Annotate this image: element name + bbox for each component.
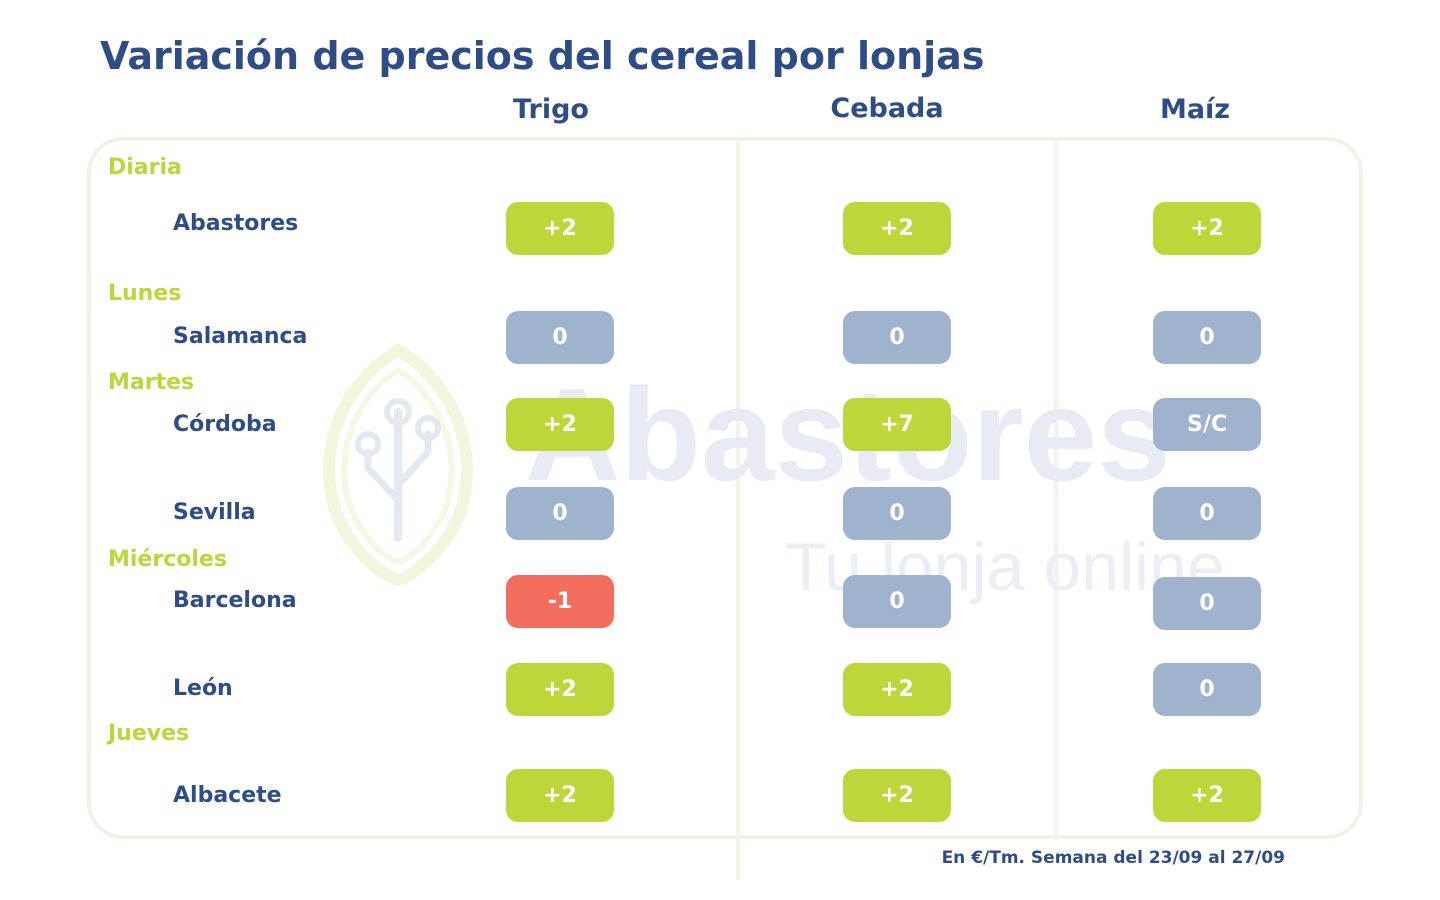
market-label-cordoba: Córdoba [173, 412, 277, 437]
price-change-badge: +2 [1153, 202, 1261, 255]
price-change-badge: 0 [1153, 577, 1261, 630]
price-change-badge: +2 [506, 398, 614, 451]
day-label-lunes: Lunes [108, 281, 182, 306]
price-change-badge: +2 [506, 663, 614, 716]
price-change-badge: +2 [1153, 769, 1261, 822]
market-label-barcelona: Barcelona [173, 588, 297, 613]
day-label-diaria: Diaria [108, 155, 182, 180]
column-divider [736, 140, 740, 880]
day-label-jueves: Jueves [108, 721, 190, 746]
price-change-badge: +2 [506, 769, 614, 822]
price-change-badge: +7 [843, 398, 951, 451]
price-change-badge: 0 [843, 311, 951, 364]
price-change-badge: 0 [1153, 487, 1261, 540]
day-label-martes: Martes [108, 370, 195, 395]
price-change-badge: 0 [1153, 311, 1261, 364]
market-label-albacete: Albacete [173, 783, 282, 808]
column-divider [1054, 140, 1058, 840]
market-label-sevilla: Sevilla [173, 500, 256, 525]
price-change-badge: 0 [843, 487, 951, 540]
table-frame [87, 137, 1363, 839]
price-change-badge: +2 [506, 202, 614, 255]
price-change-badge: 0 [506, 487, 614, 540]
price-change-badge: +2 [843, 202, 951, 255]
market-label-abastores: Abastores [173, 211, 299, 236]
page-title: Variación de precios del cereal por lonj… [100, 34, 985, 78]
market-label-salamanca: Salamanca [173, 324, 308, 349]
price-change-badge: +2 [843, 769, 951, 822]
column-header-maiz: Maíz [1159, 94, 1231, 125]
price-change-badge: -1 [506, 575, 614, 628]
price-change-badge: 0 [506, 311, 614, 364]
price-change-badge: +2 [843, 663, 951, 716]
market-label-leon: León [173, 676, 233, 701]
day-label-miercoles: Miércoles [108, 547, 227, 572]
footer-note: En €/Tm. Semana del 23/09 al 27/09 [941, 848, 1285, 868]
column-header-cebada: Cebada [830, 93, 944, 124]
column-header-trigo: Trigo [513, 94, 589, 125]
price-change-badge: 0 [1153, 663, 1261, 716]
price-change-badge: 0 [843, 575, 951, 628]
price-change-badge: S/C [1153, 398, 1261, 451]
